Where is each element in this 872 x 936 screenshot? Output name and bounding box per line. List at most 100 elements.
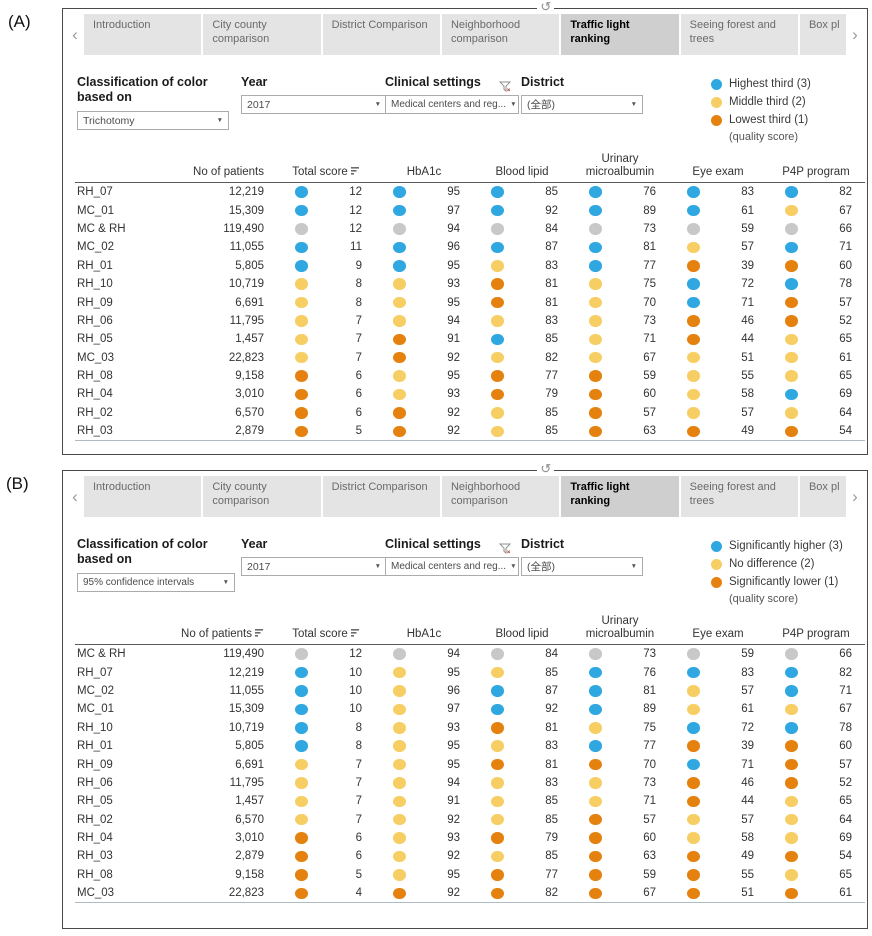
score-dot-cell[interactable] <box>277 795 325 808</box>
tab-seeing-forest-and-trees[interactable]: Seeing forest and trees <box>680 476 798 517</box>
score-dot-cell[interactable] <box>375 703 423 716</box>
score-dot-cell[interactable] <box>571 795 619 808</box>
score-dot-cell[interactable] <box>571 425 619 438</box>
district-dropdown[interactable]: (全部) ▼ <box>521 557 643 576</box>
chevron-right-icon[interactable]: › <box>852 24 858 44</box>
score-dot-cell[interactable] <box>473 296 521 309</box>
score-dot-cell[interactable] <box>669 315 717 327</box>
score-dot-cell[interactable] <box>767 813 815 826</box>
score-dot-cell[interactable] <box>375 278 423 290</box>
year-dropdown[interactable]: 2017 ▼ <box>241 95 387 114</box>
chevron-right-icon[interactable]: › <box>852 486 858 506</box>
score-dot-cell[interactable] <box>473 887 521 900</box>
score-dot-cell[interactable] <box>767 407 815 419</box>
score-dot-cell[interactable] <box>473 333 521 346</box>
score-dot-cell[interactable] <box>767 887 815 900</box>
tab-city-county-comparison[interactable]: City county comparison <box>203 14 321 55</box>
tab-district-comparison[interactable]: District Comparison <box>322 476 440 517</box>
score-dot-cell[interactable] <box>669 850 717 863</box>
score-dot-cell[interactable] <box>375 850 423 863</box>
score-dot-cell[interactable] <box>767 204 815 217</box>
classification-dropdown[interactable]: 95% confidence intervals ▼ <box>77 573 235 592</box>
col-header-p4p-program[interactable]: P4P program <box>782 165 850 178</box>
score-dot-cell[interactable] <box>571 648 619 660</box>
score-dot-cell[interactable] <box>277 425 325 438</box>
score-dot-cell[interactable] <box>375 241 423 254</box>
score-dot-cell[interactable] <box>669 425 717 438</box>
score-dot-cell[interactable] <box>277 333 325 346</box>
score-dot-cell[interactable] <box>277 296 325 309</box>
score-dot-cell[interactable] <box>375 260 423 272</box>
col-header-urinary-microalbumin[interactable]: Urinary microalbumin <box>585 614 655 640</box>
score-dot-cell[interactable] <box>669 186 717 198</box>
score-dot-cell[interactable] <box>473 315 521 327</box>
score-dot-cell[interactable] <box>571 186 619 198</box>
score-dot-cell[interactable] <box>669 351 717 364</box>
score-dot-cell[interactable] <box>375 388 423 401</box>
score-dot-cell[interactable] <box>375 204 423 217</box>
score-dot-cell[interactable] <box>571 296 619 309</box>
col-header-blood-lipid[interactable]: Blood lipid <box>495 627 549 640</box>
score-dot-cell[interactable] <box>669 278 717 290</box>
score-dot-cell[interactable] <box>669 887 717 900</box>
col-header-eye-exam[interactable]: Eye exam <box>692 627 744 640</box>
score-dot-cell[interactable] <box>767 722 815 734</box>
score-dot-cell[interactable] <box>277 407 325 419</box>
score-dot-cell[interactable] <box>473 278 521 290</box>
score-dot-cell[interactable] <box>277 758 325 771</box>
classification-dropdown[interactable]: Trichotomy ▼ <box>77 111 229 130</box>
col-header-total-score[interactable]: Total score <box>277 166 375 179</box>
tab-box-pl[interactable]: Box pl <box>799 476 846 517</box>
chevron-left-icon[interactable]: ‹ <box>72 486 78 506</box>
score-dot-cell[interactable] <box>669 333 717 346</box>
score-dot-cell[interactable] <box>571 388 619 401</box>
score-dot-cell[interactable] <box>571 666 619 679</box>
score-dot-cell[interactable] <box>473 850 521 863</box>
score-dot-cell[interactable] <box>277 370 325 382</box>
score-dot-cell[interactable] <box>669 795 717 808</box>
sort-icon[interactable] <box>350 628 360 641</box>
clinical-settings-dropdown[interactable]: Medical centers and reg... ▼ <box>385 557 519 576</box>
score-dot-cell[interactable] <box>767 333 815 346</box>
score-dot-cell[interactable] <box>473 260 521 272</box>
score-dot-cell[interactable] <box>277 260 325 272</box>
score-dot-cell[interactable] <box>571 204 619 217</box>
score-dot-cell[interactable] <box>375 223 423 235</box>
score-dot-cell[interactable] <box>669 370 717 382</box>
score-dot-cell[interactable] <box>375 296 423 309</box>
tab-neighborhood-comparison[interactable]: Neighborhood comparison <box>441 476 560 517</box>
score-dot-cell[interactable] <box>473 795 521 808</box>
score-dot-cell[interactable] <box>375 425 423 438</box>
score-dot-cell[interactable] <box>277 740 325 752</box>
score-dot-cell[interactable] <box>767 832 815 844</box>
score-dot-cell[interactable] <box>277 278 325 290</box>
score-dot-cell[interactable] <box>473 407 521 419</box>
col-header-eye-exam[interactable]: Eye exam <box>692 165 744 178</box>
score-dot-cell[interactable] <box>767 186 815 198</box>
score-dot-cell[interactable] <box>473 425 521 438</box>
score-dot-cell[interactable] <box>277 666 325 679</box>
score-dot-cell[interactable] <box>571 370 619 382</box>
score-dot-cell[interactable] <box>375 666 423 679</box>
score-dot-cell[interactable] <box>277 241 325 254</box>
score-dot-cell[interactable] <box>669 703 717 716</box>
score-dot-cell[interactable] <box>571 223 619 235</box>
score-dot-cell[interactable] <box>473 722 521 734</box>
score-dot-cell[interactable] <box>277 388 325 401</box>
score-dot-cell[interactable] <box>669 758 717 771</box>
score-dot-cell[interactable] <box>571 869 619 881</box>
sort-icon[interactable] <box>350 166 360 179</box>
score-dot-cell[interactable] <box>473 813 521 826</box>
score-dot-cell[interactable] <box>473 388 521 401</box>
score-dot-cell[interactable] <box>669 740 717 752</box>
score-dot-cell[interactable] <box>767 740 815 752</box>
score-dot-cell[interactable] <box>277 869 325 881</box>
score-dot-cell[interactable] <box>571 722 619 734</box>
score-dot-cell[interactable] <box>375 407 423 419</box>
score-dot-cell[interactable] <box>767 795 815 808</box>
score-dot-cell[interactable] <box>277 887 325 900</box>
filter-funnel-icon[interactable] <box>498 541 512 559</box>
tab-introduction[interactable]: Introduction <box>84 476 202 517</box>
chevron-left-icon[interactable]: ‹ <box>72 24 78 44</box>
score-dot-cell[interactable] <box>277 685 325 697</box>
